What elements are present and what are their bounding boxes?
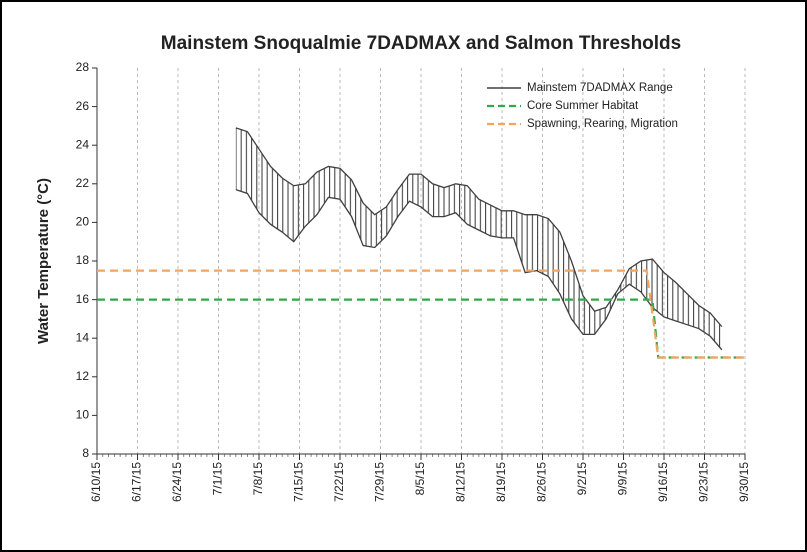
threshold-line: [97, 269, 745, 359]
y-tick-label: 8: [82, 446, 89, 460]
range-low-line: [235, 188, 723, 351]
x-tick-label: 7/8/15: [251, 462, 265, 496]
chart-title: Mainstem Snoqualmie 7DADMAX and Salmon T…: [161, 33, 681, 54]
y-tick-label: 24: [76, 137, 90, 151]
x-tick-label: 7/22/15: [332, 462, 346, 502]
x-tick-label: 8/12/15: [454, 462, 468, 502]
x-tick-label: 9/9/15: [616, 462, 630, 496]
y-tick-label: 16: [76, 292, 90, 306]
x-tick-label: 6/24/15: [170, 462, 184, 502]
y-axis-label: Water Temperature (°C): [35, 178, 52, 344]
x-tick-label: 7/29/15: [373, 462, 387, 502]
x-tick-label: 6/17/15: [130, 462, 144, 502]
legend-label: Spawning, Rearing, Migration: [527, 118, 678, 130]
x-tick-label: 9/23/15: [697, 462, 711, 502]
y-tick-label: 12: [76, 369, 90, 383]
x-tick-label: 6/10/15: [89, 462, 103, 502]
y-tick-label: 18: [76, 253, 90, 267]
x-tick-label: 7/1/15: [211, 462, 225, 496]
x-tick-label: 9/2/15: [575, 462, 589, 496]
range-high-line: [235, 127, 723, 328]
legend-label: Core Summer Habitat: [527, 100, 639, 112]
y-tick-label: 20: [76, 215, 90, 229]
y-tick-label: 28: [76, 60, 90, 74]
x-tick-label: 9/30/15: [737, 462, 751, 502]
y-tick-label: 26: [76, 99, 90, 113]
y-tick-label: 10: [76, 408, 90, 422]
y-tick-label: 22: [76, 176, 90, 190]
x-tick-label: 8/19/15: [494, 462, 508, 502]
x-tick-label: 7/15/15: [292, 462, 306, 502]
x-tick-label: 8/26/15: [535, 462, 549, 502]
x-tick-label: 8/5/15: [413, 462, 427, 496]
y-tick-label: 14: [76, 330, 90, 344]
x-tick-label: 9/16/15: [656, 462, 670, 502]
legend-label: Mainstem 7DADMAX Range: [527, 82, 673, 94]
